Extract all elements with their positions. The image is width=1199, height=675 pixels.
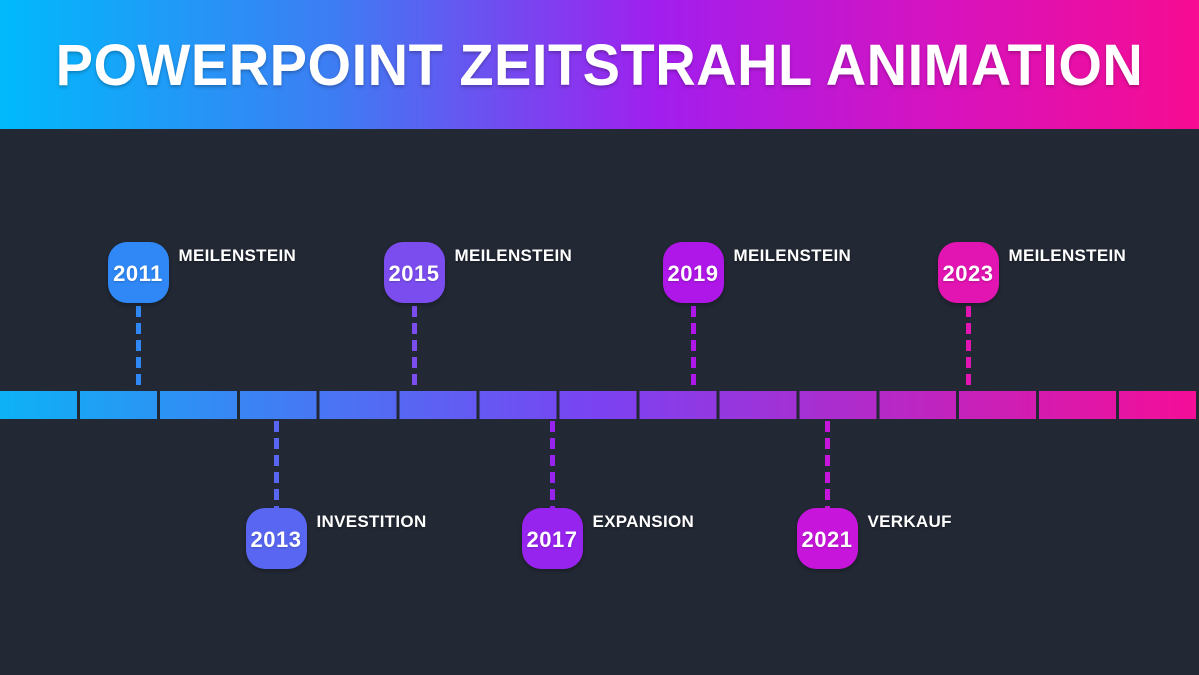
year-badge: 2023 (937, 242, 999, 303)
slide-title: POWERPOINT ZEITSTRAHL ANIMATION (55, 31, 1144, 98)
slide-header-banner: POWERPOINT ZEITSTRAHL ANIMATION (0, 0, 1199, 129)
year-badge-label: 2019 (667, 260, 719, 286)
year-badge-label: 2017 (526, 526, 578, 552)
connector-dashed-line (411, 306, 417, 391)
connector-dashed-line (824, 421, 830, 508)
year-badge: 2015 (383, 242, 445, 303)
year-badge: 2011 (107, 242, 169, 303)
year-badge-label: 2021 (801, 526, 853, 552)
connector-dashed-line (273, 421, 279, 508)
year-badge: 2019 (662, 242, 724, 303)
year-badge: 2021 (796, 508, 858, 569)
event-label: MEILENSTEIN (454, 246, 573, 265)
event-label: VERKAUF (867, 512, 952, 531)
event-label: MEILENSTEIN (178, 246, 297, 265)
connector-dashed-line (965, 306, 971, 391)
timeline-bar (0, 391, 1199, 419)
connector-dashed-line (549, 421, 555, 508)
connector-dashed-line (690, 306, 696, 391)
event-label: MEILENSTEIN (733, 246, 852, 265)
connector-dashed-line (135, 306, 141, 391)
event-label: MEILENSTEIN (1008, 246, 1127, 265)
year-badge-label: 2013 (250, 526, 302, 552)
year-badge-label: 2015 (388, 260, 440, 286)
year-badge-label: 2011 (113, 260, 163, 286)
event-label: EXPANSION (592, 512, 695, 531)
event-label: INVESTITION (316, 512, 427, 531)
year-badge: 2017 (521, 508, 583, 569)
year-badge-label: 2023 (942, 260, 994, 286)
year-badge: 2013 (245, 508, 307, 569)
